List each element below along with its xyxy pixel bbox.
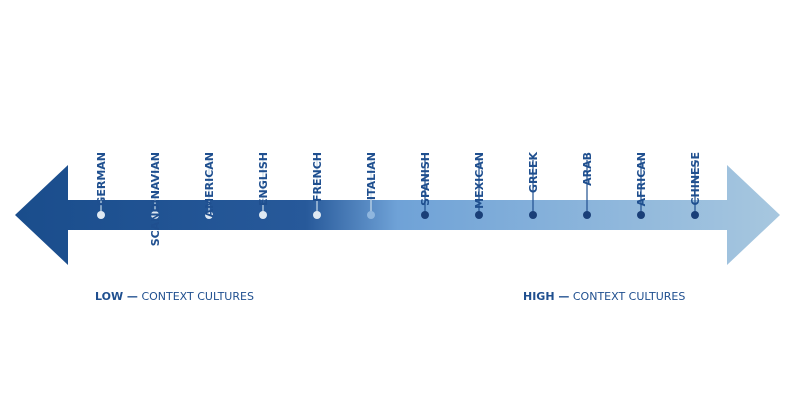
culture-label: ARAB xyxy=(581,152,594,186)
culture-label: CHINESE xyxy=(689,152,702,206)
culture-label: ENGLISH xyxy=(257,152,270,206)
marker-dot xyxy=(421,211,429,219)
marker-dot xyxy=(583,211,591,219)
marker-dot xyxy=(151,211,159,219)
culture-label: MEXICAN xyxy=(473,152,486,209)
marker-dot xyxy=(475,211,483,219)
high-text: CONTEXT CULTURES xyxy=(573,290,686,303)
marker-dot xyxy=(313,211,321,219)
arrow xyxy=(15,165,780,265)
marker-dot xyxy=(97,211,105,219)
markers: GERMAN SCANDINAVIAN AMERICAN ENGLISH FRENCH I… xyxy=(95,152,702,247)
culture-label: AFRICAN xyxy=(635,152,648,206)
culture-label: GERMAN xyxy=(95,152,108,206)
culture-label: GREEK xyxy=(527,152,540,194)
culture-label: AMERICAN xyxy=(203,152,216,217)
high-label: HIGH — CONTEXT CULTURES xyxy=(523,290,685,303)
low-emphasis: LOW — xyxy=(95,290,138,303)
marker-dot xyxy=(691,211,699,219)
marker-dot xyxy=(205,211,213,219)
low-label: LOW — CONTEXT CULTURES xyxy=(95,290,254,303)
marker-dot xyxy=(529,211,537,219)
marker-dot xyxy=(367,211,375,219)
culture-label: ITALIAN xyxy=(365,152,378,200)
culture-label: SPANISH xyxy=(419,152,432,206)
culture-label: SCANDINAVIAN xyxy=(149,152,162,246)
marker-dot xyxy=(259,211,267,219)
culture-label: FRENCH xyxy=(311,152,324,202)
low-text: CONTEXT CULTURES xyxy=(141,290,254,303)
high-emphasis: HIGH — xyxy=(523,290,569,303)
marker-dot xyxy=(637,211,645,219)
